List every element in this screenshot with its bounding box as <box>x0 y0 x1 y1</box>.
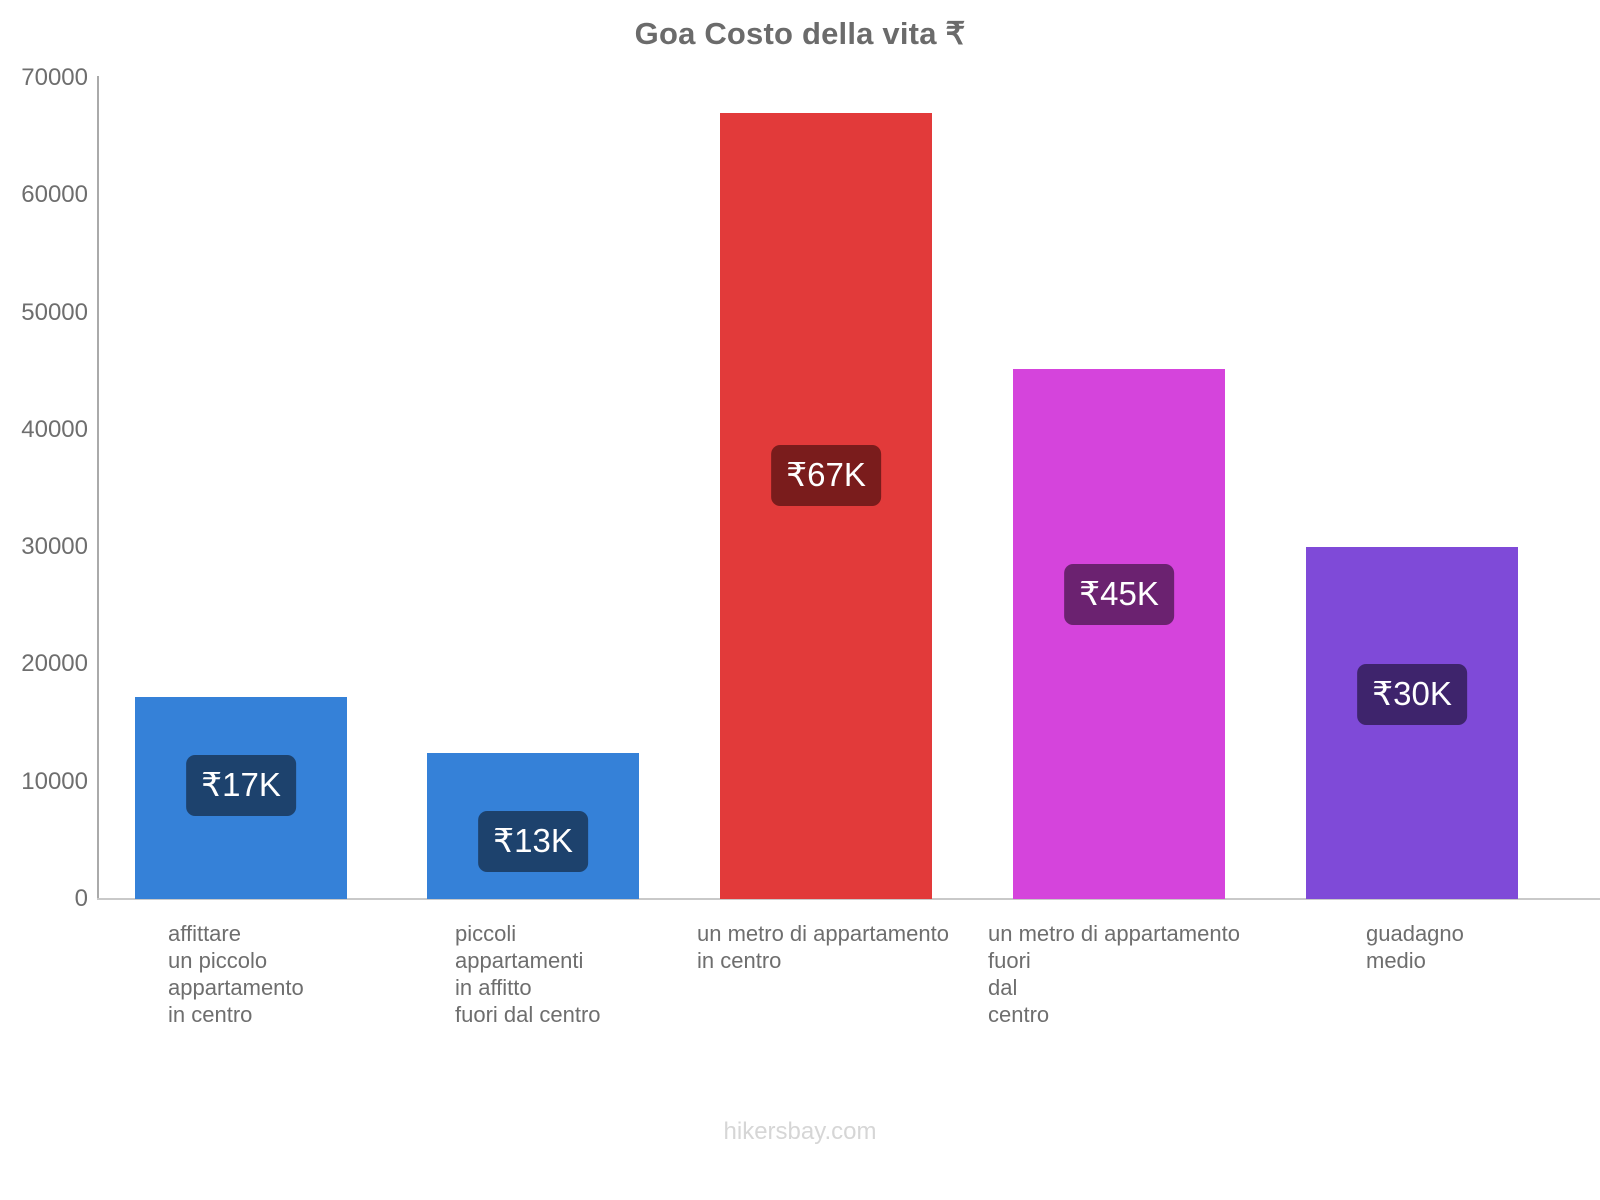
y-axis-tick-label: 10000 <box>21 767 88 795</box>
x-axis-category-label: un metro di appartamento fuori dal centr… <box>988 921 1240 1027</box>
y-axis-line <box>97 76 99 900</box>
bar-value-label: ₹30K <box>1357 664 1467 726</box>
x-axis-category-label: affittare un piccolo appartamento in cen… <box>168 921 304 1027</box>
bar-value-label: ₹13K <box>478 810 588 872</box>
bar[interactable]: ₹30K <box>1306 547 1518 899</box>
bar[interactable]: ₹67K <box>720 113 932 899</box>
y-axis-tick-label: 70000 <box>21 64 88 91</box>
bar[interactable]: ₹45K <box>1013 368 1225 899</box>
bar-value-label: ₹17K <box>186 755 296 817</box>
x-axis-line <box>97 898 1600 900</box>
y-axis-tick-label: 30000 <box>21 533 88 561</box>
x-axis-category-label: piccoli appartamenti in affitto fuori da… <box>455 921 601 1027</box>
bar[interactable]: ₹13K <box>427 752 639 899</box>
y-axis-tick-label: 50000 <box>21 298 88 326</box>
y-axis-tick-label: 60000 <box>21 181 88 209</box>
y-axis-tick-label: 40000 <box>21 415 88 443</box>
y-axis-tick-label: 0 <box>74 885 88 912</box>
x-axis-category-label: un metro di appartamento in centro <box>697 921 949 973</box>
bar[interactable]: ₹17K <box>135 697 347 899</box>
bar-value-label: ₹67K <box>771 445 881 507</box>
x-axis-category-label: guadagno medio <box>1366 921 1464 973</box>
page-title: Goa Costo della vita ₹ <box>634 16 966 51</box>
bar-value-label: ₹45K <box>1064 563 1174 625</box>
footer-credit: hikersbay.com <box>723 1118 877 1145</box>
y-axis-tick-label: 20000 <box>21 650 88 678</box>
